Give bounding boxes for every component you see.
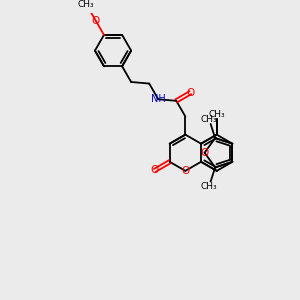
Text: O: O bbox=[181, 166, 190, 176]
Text: CH₃: CH₃ bbox=[208, 110, 225, 119]
Text: NH: NH bbox=[151, 94, 166, 104]
Text: CH₃: CH₃ bbox=[201, 182, 218, 190]
Text: O: O bbox=[186, 88, 194, 98]
Text: O: O bbox=[151, 165, 159, 176]
Text: CH₃: CH₃ bbox=[77, 0, 94, 9]
Text: O: O bbox=[200, 148, 209, 158]
Text: CH₃: CH₃ bbox=[201, 115, 218, 124]
Text: O: O bbox=[92, 16, 100, 26]
